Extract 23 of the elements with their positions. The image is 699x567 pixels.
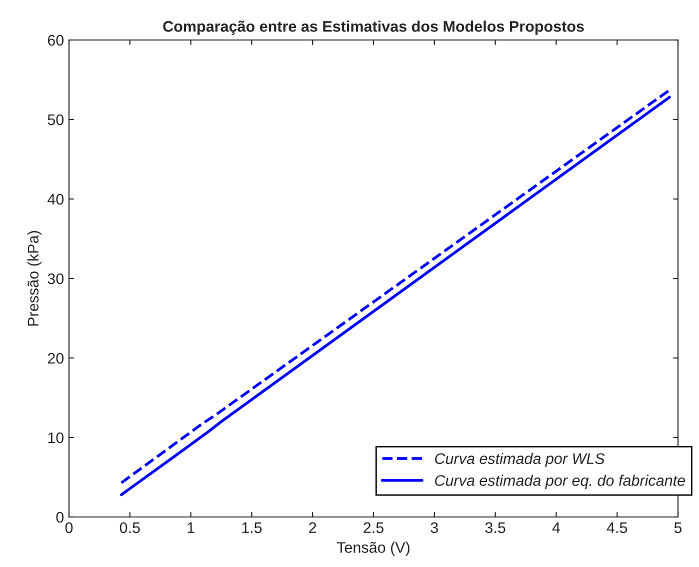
x-tick-label: 4.5	[606, 522, 628, 534]
legend-label: Curva estimada por eq. do fabricante	[435, 474, 686, 489]
x-tick-label: 2	[309, 522, 316, 533]
legend-label: Curva estimada por WLS	[435, 452, 605, 468]
x-tick-label: 2.5	[364, 522, 384, 534]
chart-title: Comparação entre as Estimativas dos Modelos Propostos	[163, 20, 584, 35]
y-tick-label: 50	[48, 114, 64, 126]
x-tick-label: 5	[674, 522, 682, 534]
y-tick-label: 10	[48, 432, 64, 444]
y-tick-label: 60	[48, 34, 64, 46]
x-axis-title: Tensão (V)	[336, 542, 410, 556]
x-tick-label: 0	[65, 522, 73, 534]
y-tick-label: 0	[56, 512, 64, 523]
y-axis-title: Pressão (kPa)	[27, 231, 42, 326]
x-tick-label: 1.5	[242, 522, 262, 534]
x-tick-label: 3	[430, 522, 438, 534]
x-tick-label: 4	[552, 522, 560, 533]
y-tick-label: 40	[48, 194, 64, 205]
y-tick-label: 20	[48, 352, 64, 364]
x-tick-label: 0.5	[120, 522, 140, 534]
x-tick-label: 3.5	[485, 522, 506, 534]
y-tick-label: 30	[48, 273, 64, 284]
x-tick-label: 1	[188, 522, 194, 533]
